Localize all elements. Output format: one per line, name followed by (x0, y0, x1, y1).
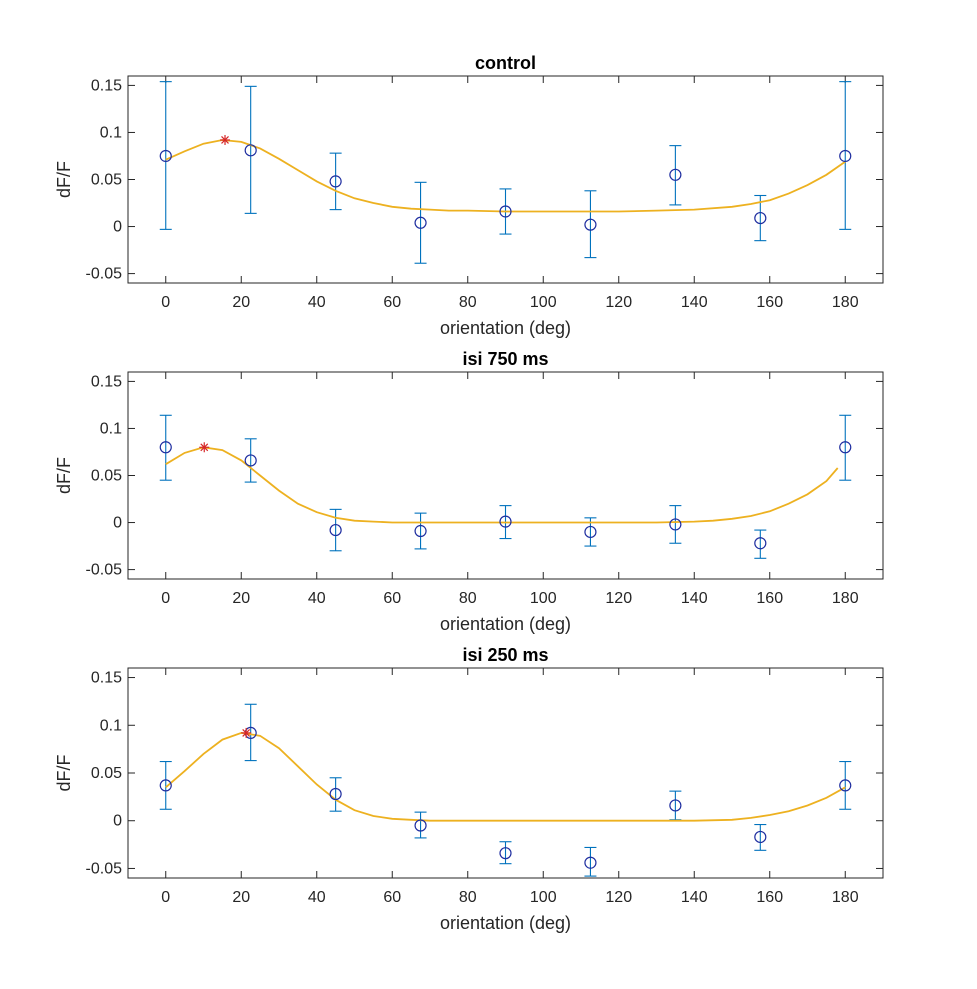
x-axis-label: orientation (deg) (440, 318, 571, 338)
error-bar (839, 762, 851, 810)
y-tick-label: -0.05 (86, 562, 123, 579)
error-bar (415, 513, 427, 549)
error-bar (415, 182, 427, 263)
x-tick-label: 0 (161, 294, 170, 311)
x-tick-label: 80 (459, 590, 477, 607)
error-bar (584, 191, 596, 258)
y-tick-label: 0.15 (91, 670, 122, 687)
x-axis-label: orientation (deg) (440, 913, 571, 933)
x-tick-label: 180 (832, 889, 859, 906)
x-tick-label: 20 (232, 294, 250, 311)
peak-marker (199, 442, 209, 452)
fit-curve (166, 733, 846, 821)
error-bar (330, 153, 342, 209)
chart-panel-1: 0 20 40 60 80 100 120 140 160 180 -0.05 0 0.05 0.1 0.1… (54, 53, 883, 338)
x-tick-label: 100 (530, 889, 557, 906)
x-tick-label: 60 (383, 590, 401, 607)
fit-curve (166, 447, 838, 522)
x-tick-label: 40 (308, 294, 326, 311)
x-tick-label: 40 (308, 590, 326, 607)
x-tick-label: 40 (308, 889, 326, 906)
error-bar (669, 791, 681, 820)
error-bar (245, 86, 257, 213)
y-tick-label: -0.05 (86, 860, 123, 877)
axes-box (128, 76, 883, 283)
x-tick-label: 120 (605, 590, 632, 607)
y-tick-label: 0.15 (91, 373, 122, 390)
peak-marker (220, 135, 230, 145)
y-tick-label: 0.05 (91, 172, 122, 189)
y-tick-label: 0 (113, 515, 122, 532)
error-bar (415, 812, 427, 838)
y-tick-label: -0.05 (86, 266, 123, 283)
error-bar (500, 842, 512, 864)
x-tick-label: 20 (232, 889, 250, 906)
error-bar (669, 146, 681, 205)
x-tick-label: 120 (605, 294, 632, 311)
x-tick-label: 20 (232, 590, 250, 607)
error-bar (669, 506, 681, 544)
x-tick-label: 100 (530, 294, 557, 311)
y-axis-label: dF/F (54, 457, 74, 494)
error-bar (245, 439, 257, 482)
y-tick-label: 0.05 (91, 468, 122, 485)
error-bar (584, 847, 596, 876)
x-tick-label: 140 (681, 590, 708, 607)
y-tick-label: 0.1 (100, 124, 122, 141)
x-tick-label: 180 (832, 294, 859, 311)
error-bar (330, 509, 342, 550)
x-tick-label: 60 (383, 294, 401, 311)
y-axis-label: dF/F (54, 754, 74, 791)
x-tick-label: 120 (605, 889, 632, 906)
x-tick-label: 140 (681, 889, 708, 906)
axes-box (128, 372, 883, 579)
error-bar (160, 762, 172, 810)
y-tick-label: 0.1 (100, 420, 122, 437)
error-bar (754, 825, 766, 851)
x-tick-label: 80 (459, 294, 477, 311)
chart-title: isi 250 ms (462, 645, 548, 665)
x-tick-label: 160 (756, 889, 783, 906)
x-axis-label: orientation (deg) (440, 614, 571, 634)
y-tick-label: 0.1 (100, 717, 122, 734)
y-tick-label: 0 (113, 813, 122, 830)
x-tick-label: 80 (459, 889, 477, 906)
chart-panel-3: 0 20 40 60 80 100 120 140 160 180 -0.05 0 0.05 0.1 0.1… (54, 645, 883, 933)
x-tick-label: 160 (756, 294, 783, 311)
y-axis-label: dF/F (54, 161, 74, 198)
x-tick-label: 60 (383, 889, 401, 906)
x-tick-label: 160 (756, 590, 783, 607)
error-bar (839, 82, 851, 230)
chart-panel-2: 0 20 40 60 80 100 120 140 160 180 -0.05 0 0.05 0.1 0.1… (54, 349, 883, 634)
x-tick-label: 0 (161, 590, 170, 607)
peak-marker (241, 728, 251, 738)
x-tick-label: 100 (530, 590, 557, 607)
x-tick-label: 0 (161, 889, 170, 906)
chart-title: control (475, 53, 536, 73)
y-tick-label: 0 (113, 219, 122, 236)
y-tick-label: 0.05 (91, 765, 122, 782)
error-bar (839, 415, 851, 480)
x-tick-label: 140 (681, 294, 708, 311)
y-tick-label: 0.15 (91, 77, 122, 94)
error-bar (754, 530, 766, 558)
error-bar (160, 82, 172, 230)
x-tick-label: 180 (832, 590, 859, 607)
error-bar (160, 415, 172, 480)
chart-title: isi 750 ms (462, 349, 548, 369)
error-bar (330, 778, 342, 811)
